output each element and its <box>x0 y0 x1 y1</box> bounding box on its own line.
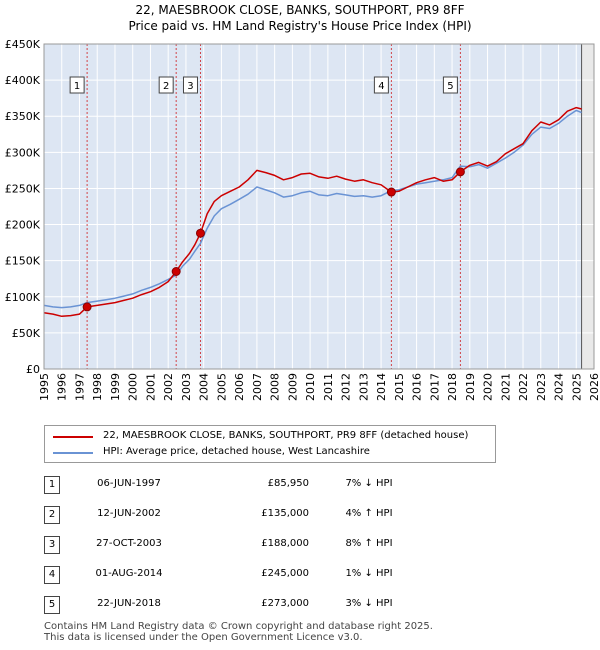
x-tick-label: 2011 <box>322 373 335 401</box>
x-tick-label: 2000 <box>127 373 140 401</box>
table-row: 2 12-JUN-2002 £135,000 4% ↑ HPI <box>44 506 444 524</box>
sale-point <box>195 228 205 238</box>
x-tick-label: 2008 <box>269 373 282 401</box>
x-tick-label: 2009 <box>286 373 299 401</box>
y-tick-label: £50K <box>12 327 41 340</box>
event-marker-label: 2 <box>163 81 169 92</box>
tx-date: 06-JUN-1997 <box>97 478 161 489</box>
tx-date: 22-JUN-2018 <box>97 598 161 609</box>
event-marker-box <box>442 76 458 94</box>
x-tick-label: 2023 <box>535 373 548 401</box>
y-tick-label: £0 <box>26 363 40 376</box>
y-tick-label: £300K <box>5 146 41 159</box>
tx-hpi: 8% ↑ HPI <box>345 538 393 549</box>
x-tick-label: 2021 <box>499 373 512 401</box>
y-tick-label: £200K <box>5 219 41 232</box>
x-tick-label: 2007 <box>251 373 264 401</box>
sale-point <box>386 187 396 197</box>
marker-label: 4 <box>44 566 60 584</box>
x-tick-label: 2005 <box>215 373 228 401</box>
chart-title: 22, MAESBROOK CLOSE, BANKS, SOUTHPORT, P… <box>135 3 465 17</box>
footer-copyright: Contains HM Land Registry data © Crown c… <box>44 621 433 632</box>
forecast-region <box>581 44 594 369</box>
y-tick-label: £250K <box>5 182 41 195</box>
x-tick-label: 2012 <box>340 373 353 401</box>
y-tick-label: £450K <box>5 38 41 51</box>
x-tick-label: 2024 <box>553 373 566 401</box>
tx-hpi: 3% ↓ HPI <box>345 598 393 609</box>
table-row: 1 06-JUN-1997 £85,950 7% ↓ HPI <box>44 476 444 494</box>
y-tick-label: £150K <box>5 255 41 268</box>
legend: 22, MAESBROOK CLOSE, BANKS, SOUTHPORT, P… <box>44 425 496 463</box>
tx-price: £245,000 <box>261 568 309 579</box>
sale-point <box>455 167 465 177</box>
x-tick-label: 2014 <box>375 373 388 401</box>
event-marker-label: 1 <box>74 81 80 92</box>
legend-swatch-hpi <box>53 452 93 454</box>
legend-label-property: 22, MAESBROOK CLOSE, BANKS, SOUTHPORT, P… <box>103 430 469 441</box>
x-tick-label: 2006 <box>233 373 246 401</box>
x-tick-label: 2022 <box>517 373 530 401</box>
tx-hpi: 1% ↓ HPI <box>345 568 393 579</box>
tx-price: £135,000 <box>261 508 309 519</box>
x-tick-label: 1995 <box>38 373 51 401</box>
x-tick-label: 1998 <box>91 373 104 401</box>
tx-price: £85,950 <box>267 478 309 489</box>
marker-label: 2 <box>44 506 60 524</box>
x-tick-label: 2004 <box>198 373 211 401</box>
event-marker-label: 5 <box>447 81 453 92</box>
marker-label: 5 <box>44 596 60 614</box>
x-tick-label: 1997 <box>73 373 86 401</box>
series-line-property <box>43 106 582 318</box>
sale-point <box>171 267 181 276</box>
x-tick-label: 2016 <box>411 373 424 401</box>
x-tick-label: 2003 <box>180 373 193 401</box>
table-row: 4 01-AUG-2014 £245,000 1% ↓ HPI <box>44 566 444 584</box>
event-marker-box <box>182 76 198 94</box>
marker-label: 3 <box>44 536 60 554</box>
x-tick-label: 1996 <box>56 373 69 401</box>
table-row: 3 27-OCT-2003 £188,000 8% ↑ HPI <box>44 536 444 554</box>
price-chart: 1995 1996 1997 1998 1999 2000 2001 2002 2003 2004… <box>5 38 600 401</box>
x-tick-label: 2015 <box>393 373 406 401</box>
event-marker-label: 4 <box>378 81 384 92</box>
tx-date: 12-JUN-2002 <box>97 508 161 519</box>
tx-date: 01-AUG-2014 <box>95 568 163 579</box>
x-tick-label: 2018 <box>446 373 459 401</box>
x-tick-label: 2002 <box>162 373 175 401</box>
x-tick-label: 2025 <box>570 373 583 401</box>
tx-price: £273,000 <box>261 598 309 609</box>
chart-subtitle: Price paid vs. HM Land Registry's House … <box>128 19 472 33</box>
table-row: 5 22-JUN-2018 £273,000 3% ↓ HPI <box>44 596 444 614</box>
event-marker-box <box>373 76 389 94</box>
x-tick-label: 2026 <box>588 373 600 401</box>
tx-price: £188,000 <box>261 538 309 549</box>
y-tick-label: £100K <box>5 291 41 304</box>
plot-frame <box>43 43 595 370</box>
event-marker-label: 3 <box>187 81 193 92</box>
tx-hpi: 7% ↓ HPI <box>345 478 393 489</box>
tx-date: 27-OCT-2003 <box>96 538 162 549</box>
x-tick-label: 2001 <box>144 373 157 401</box>
y-tick-label: £400K <box>5 74 41 87</box>
event-marker-box <box>158 76 174 94</box>
x-tick-label: 2019 <box>464 373 477 401</box>
tx-hpi: 4% ↑ HPI <box>345 508 393 519</box>
legend-swatch-property <box>53 436 93 438</box>
legend-label-hpi: HPI: Average price, detached house, West… <box>103 446 370 457</box>
marker-label: 1 <box>44 476 60 494</box>
x-tick-label: 2010 <box>304 373 317 401</box>
x-tick-label: 2013 <box>357 373 370 401</box>
event-marker-box <box>69 76 85 94</box>
x-tick-label: 2017 <box>428 373 441 401</box>
series-line-hpi <box>43 109 582 309</box>
y-tick-label: £350K <box>5 110 41 123</box>
plot-area <box>44 44 594 369</box>
sale-point <box>82 302 92 312</box>
x-tick-label: 1999 <box>109 373 122 401</box>
x-tick-label: 2020 <box>482 373 495 401</box>
footer-licence: This data is licensed under the Open Gov… <box>44 632 363 643</box>
